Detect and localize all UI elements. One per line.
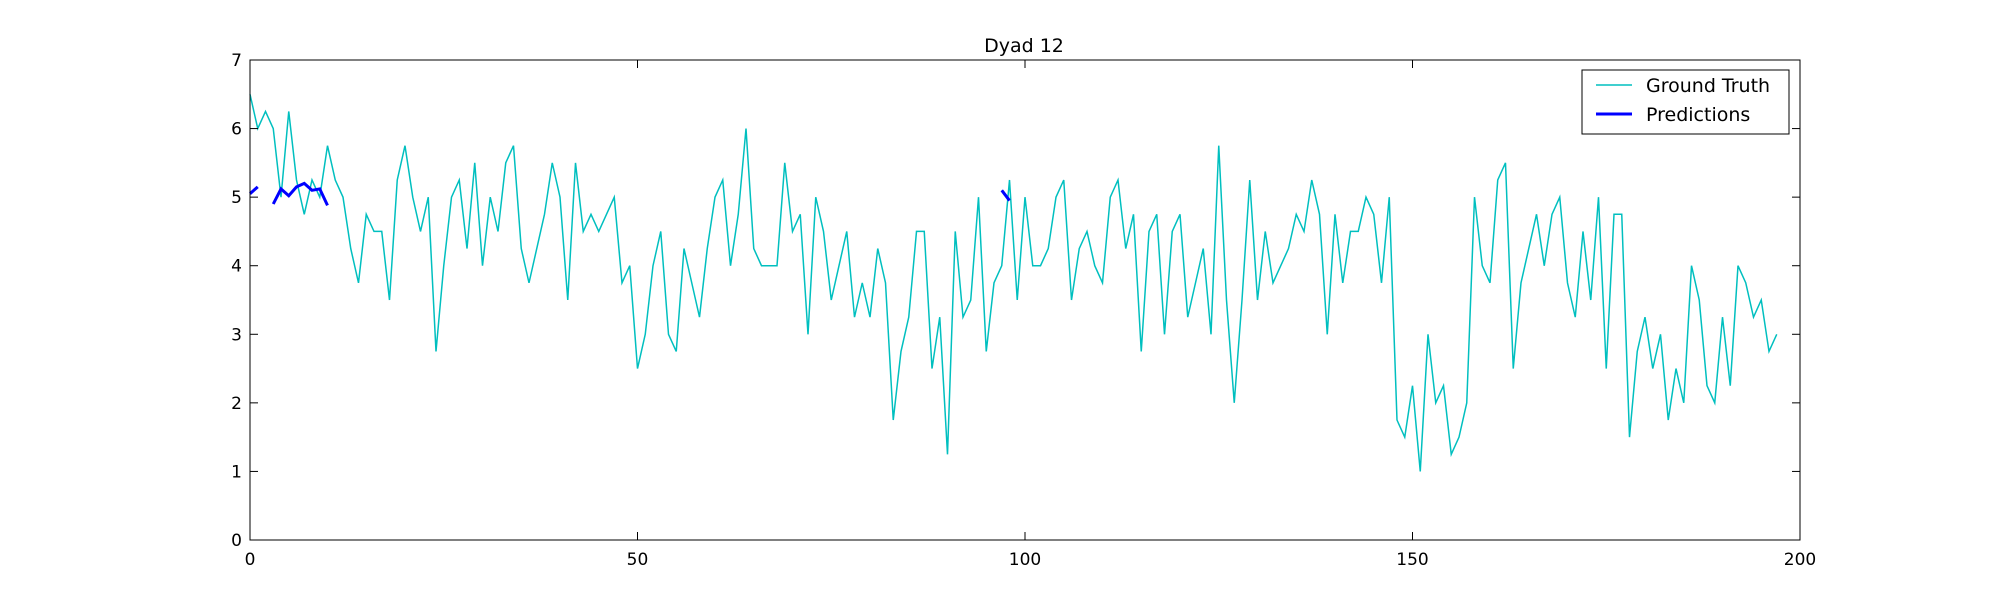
legend-label-ground-truth: Ground Truth bbox=[1646, 75, 1770, 97]
legend-box bbox=[1581, 69, 1790, 135]
y-tick-label: 0 bbox=[231, 531, 242, 551]
series-line-predictions-segment-0 bbox=[249, 185, 259, 195]
x-tick-label: 100 bbox=[1009, 550, 1041, 570]
x-tick-label: 200 bbox=[1784, 550, 1816, 570]
y-tick-label: 4 bbox=[231, 257, 242, 277]
x-tick-label: 0 bbox=[245, 550, 256, 570]
axes-layer: 0 50 100 150 200 0 1 2 3 4 5 6 7 bbox=[231, 51, 1816, 570]
y-tick-label: 6 bbox=[231, 120, 242, 140]
x-tick-label: 50 bbox=[627, 550, 649, 570]
x-tick-label: 150 bbox=[1396, 550, 1428, 570]
y-tick-label: 2 bbox=[231, 394, 242, 414]
y-tick-label: 5 bbox=[231, 188, 242, 208]
y-tick-label: 3 bbox=[231, 325, 242, 345]
series-layer bbox=[249, 94, 1778, 472]
series-line-ground-truth bbox=[249, 94, 1778, 472]
series-line-predictions-segment-1 bbox=[271, 181, 329, 207]
legend: Ground Truth Predictions bbox=[1581, 69, 1790, 135]
y-tick-label: 1 bbox=[231, 462, 242, 482]
legend-label-predictions: Predictions bbox=[1646, 104, 1750, 126]
y-tick-label: 7 bbox=[231, 51, 242, 71]
chart-title: Dyad 12 bbox=[984, 35, 1064, 57]
series-line-predictions-segment-2 bbox=[1000, 189, 1011, 202]
